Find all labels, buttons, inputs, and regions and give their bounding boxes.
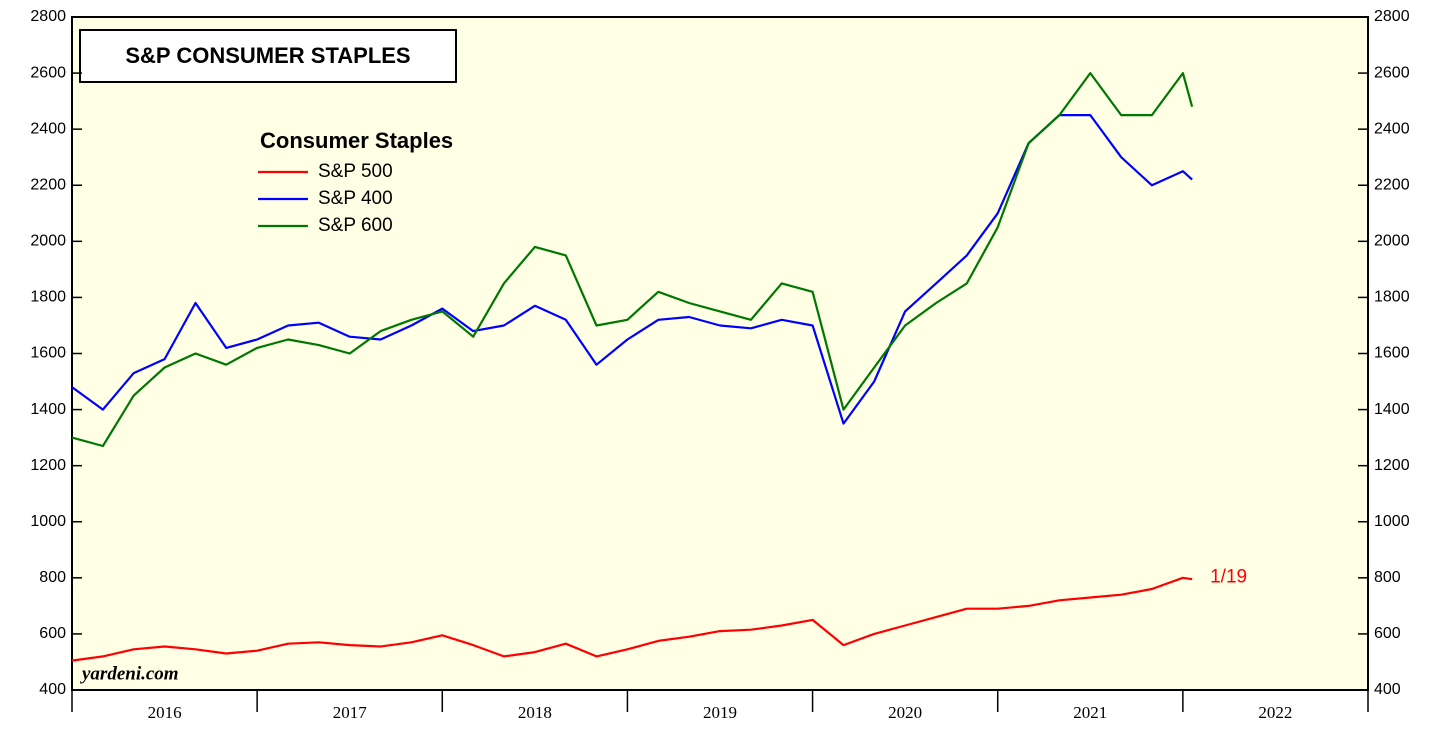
- x-tick-label: 2019: [703, 703, 737, 722]
- y-tick-label: 2800: [30, 8, 66, 25]
- y-tick-label: 2400: [30, 120, 66, 137]
- y-tick-label: 1000: [30, 513, 66, 530]
- series-line: [71, 72, 1194, 448]
- legend-label: S&P 600: [318, 215, 393, 236]
- y-tick-label: 2600: [30, 64, 66, 81]
- y-tick-label: 400: [39, 681, 66, 698]
- y-tick-label: 1200: [30, 457, 66, 474]
- y-tick-label: 800: [39, 569, 66, 586]
- y-tick-label: 1800: [30, 289, 66, 306]
- chart-title: S&P CONSUMER STAPLES: [125, 43, 410, 68]
- y2-tick-label: 2400: [1374, 120, 1410, 137]
- y-tick-label: 1400: [30, 401, 66, 418]
- x-tick-label: 2022: [1258, 703, 1292, 722]
- y2-tick-label: 1400: [1374, 401, 1410, 418]
- y2-tick-label: 600: [1374, 625, 1401, 642]
- x-tick-label: 2020: [888, 703, 922, 722]
- annotation: 1/19: [1210, 566, 1247, 587]
- legend-label: S&P 500: [318, 161, 393, 182]
- legend-title: Consumer Staples: [260, 128, 453, 153]
- y-tick-label: 600: [39, 625, 66, 642]
- y-tick-label: 2000: [30, 233, 66, 250]
- y2-tick-label: 2600: [1374, 64, 1410, 81]
- y-tick-label: 1600: [30, 345, 66, 362]
- x-tick-label: 2018: [518, 703, 552, 722]
- series-line: [71, 576, 1193, 662]
- y2-tick-label: 2200: [1374, 176, 1410, 193]
- x-tick-label: 2017: [333, 703, 368, 722]
- x-tick-label: 2016: [148, 703, 182, 722]
- y2-tick-label: 1600: [1374, 345, 1410, 362]
- y2-tick-label: 2800: [1374, 8, 1410, 25]
- y2-tick-label: 2000: [1374, 233, 1410, 250]
- y2-tick-label: 1000: [1374, 513, 1410, 530]
- x-tick-label: 2021: [1073, 703, 1107, 722]
- legend-label: S&P 400: [318, 188, 393, 209]
- y2-tick-label: 800: [1374, 569, 1401, 586]
- y2-tick-label: 1800: [1374, 289, 1410, 306]
- title-box: [79, 29, 457, 83]
- y2-tick-label: 1200: [1374, 457, 1410, 474]
- source: yardeni.com: [80, 663, 179, 684]
- y2-tick-label: 400: [1374, 681, 1401, 698]
- y-tick-label: 2200: [30, 176, 66, 193]
- plot-area: [71, 16, 1369, 691]
